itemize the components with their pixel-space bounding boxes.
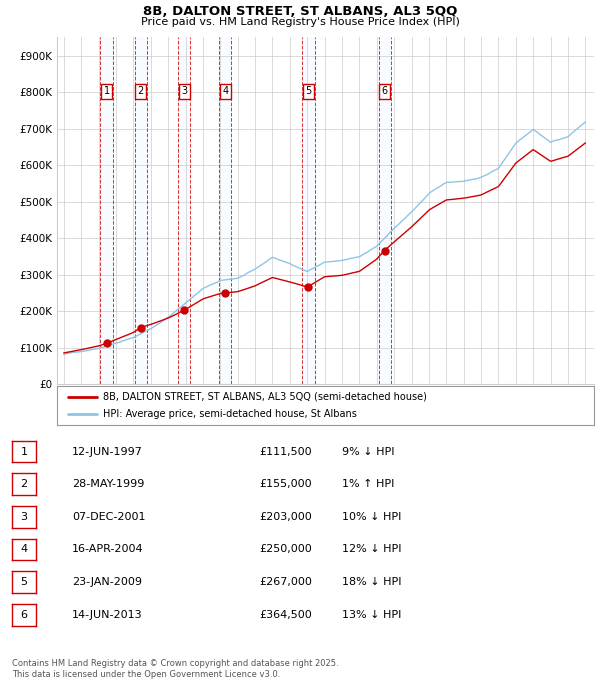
Text: 07-DEC-2001: 07-DEC-2001	[72, 512, 146, 522]
Bar	[134, 37, 146, 384]
Bar	[302, 37, 314, 384]
Text: 14-JUN-2013: 14-JUN-2013	[72, 610, 143, 619]
Text: 16-APR-2004: 16-APR-2004	[72, 545, 143, 554]
Text: Price paid vs. HM Land Registry's House Price Index (HPI): Price paid vs. HM Land Registry's House …	[140, 17, 460, 27]
Text: 1: 1	[103, 86, 110, 96]
Text: £155,000: £155,000	[259, 479, 312, 489]
Text: 1: 1	[20, 447, 28, 456]
Text: 8B, DALTON STREET, ST ALBANS, AL3 5QQ: 8B, DALTON STREET, ST ALBANS, AL3 5QQ	[143, 5, 457, 18]
Text: £111,500: £111,500	[259, 447, 312, 456]
Text: 8B, DALTON STREET, ST ALBANS, AL3 5QQ (semi-detached house): 8B, DALTON STREET, ST ALBANS, AL3 5QQ (s…	[103, 392, 427, 402]
Text: £364,500: £364,500	[259, 610, 312, 619]
Text: 3: 3	[20, 512, 28, 522]
Text: HPI: Average price, semi-detached house, St Albans: HPI: Average price, semi-detached house,…	[103, 409, 356, 419]
Text: 5: 5	[305, 86, 311, 96]
Text: £203,000: £203,000	[259, 512, 312, 522]
Bar	[220, 37, 232, 384]
Text: 23-JAN-2009: 23-JAN-2009	[72, 577, 142, 587]
Text: 6: 6	[20, 610, 28, 619]
Bar	[100, 37, 113, 384]
Text: 4: 4	[223, 86, 229, 96]
Text: 13% ↓ HPI: 13% ↓ HPI	[342, 610, 401, 619]
Text: 12-JUN-1997: 12-JUN-1997	[72, 447, 143, 456]
Text: £267,000: £267,000	[259, 577, 312, 587]
Text: 28-MAY-1999: 28-MAY-1999	[72, 479, 145, 489]
Text: 9% ↓ HPI: 9% ↓ HPI	[342, 447, 395, 456]
Bar	[379, 37, 391, 384]
Text: 2: 2	[137, 86, 144, 96]
Text: 3: 3	[181, 86, 187, 96]
Text: 2: 2	[20, 479, 28, 489]
Bar	[178, 37, 190, 384]
Text: 6: 6	[382, 86, 388, 96]
Text: 5: 5	[20, 577, 28, 587]
Text: 4: 4	[20, 545, 28, 554]
Text: £250,000: £250,000	[259, 545, 312, 554]
Text: 1% ↑ HPI: 1% ↑ HPI	[342, 479, 394, 489]
Text: 10% ↓ HPI: 10% ↓ HPI	[342, 512, 401, 522]
Text: Contains HM Land Registry data © Crown copyright and database right 2025.
This d: Contains HM Land Registry data © Crown c…	[12, 659, 338, 679]
Text: 12% ↓ HPI: 12% ↓ HPI	[342, 545, 401, 554]
Text: 18% ↓ HPI: 18% ↓ HPI	[342, 577, 401, 587]
